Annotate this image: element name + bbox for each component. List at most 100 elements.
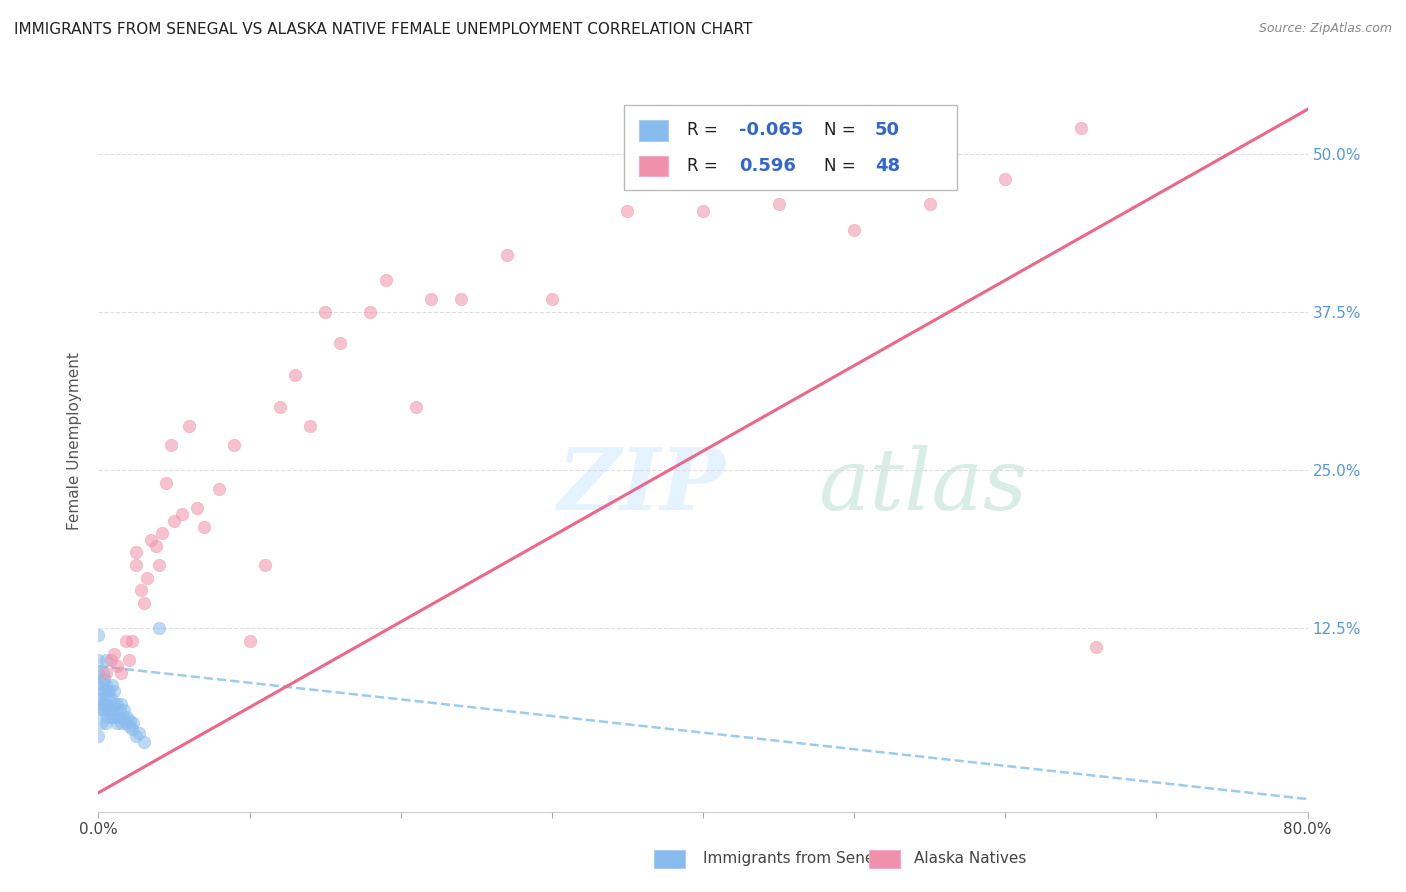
Text: Source: ZipAtlas.com: Source: ZipAtlas.com [1258, 22, 1392, 36]
Point [94, 690, 117, 705]
FancyBboxPatch shape [624, 104, 957, 190]
Text: N =: N = [824, 121, 860, 139]
Point [299, 418, 322, 433]
Bar [869, 850, 900, 868]
Point [107, 710, 129, 724]
Point [103, 647, 125, 661]
Point [91, 665, 114, 680]
Point [93, 697, 115, 711]
Point [844, 222, 866, 236]
Point [93, 684, 115, 698]
Point [186, 500, 208, 515]
Point [100, 710, 122, 724]
Point [105, 716, 128, 731]
Point [122, 716, 145, 731]
Point [329, 336, 352, 351]
Point [692, 203, 714, 218]
Point [110, 716, 132, 731]
Text: atlas: atlas [818, 444, 1026, 527]
Text: ZIP: ZIP [558, 444, 725, 528]
Point [405, 400, 427, 414]
Point [145, 539, 167, 553]
Point [128, 726, 150, 740]
Point [103, 710, 125, 724]
Point [121, 633, 143, 648]
Point [90, 690, 112, 705]
Point [179, 418, 201, 433]
Point [118, 653, 141, 667]
Point [129, 583, 152, 598]
Point [111, 710, 134, 724]
Point [170, 508, 193, 522]
Text: 48: 48 [875, 157, 900, 175]
Point [114, 633, 136, 648]
Point [94, 703, 117, 717]
Point [103, 697, 125, 711]
Point [125, 558, 148, 572]
Point [253, 558, 276, 572]
Point [994, 172, 1017, 186]
Point [94, 716, 117, 731]
Point [121, 723, 143, 737]
Point [110, 697, 132, 711]
Point [87, 678, 110, 692]
Point [132, 735, 155, 749]
Point [148, 558, 170, 572]
Point [540, 292, 562, 306]
Point [150, 526, 173, 541]
Text: -0.065: -0.065 [740, 121, 804, 139]
Point [450, 292, 472, 306]
Text: N =: N = [824, 157, 860, 175]
Point [87, 690, 110, 705]
Point [125, 545, 148, 559]
Point [87, 627, 110, 641]
Point [314, 305, 336, 319]
Text: 0.596: 0.596 [740, 157, 796, 175]
Point [96, 684, 118, 698]
Text: R =: R = [688, 121, 723, 139]
Text: Immigrants from Senegal: Immigrants from Senegal [703, 851, 898, 865]
Bar [654, 850, 685, 868]
Point [224, 438, 246, 452]
Point [114, 716, 136, 731]
Point [87, 665, 110, 680]
Point [87, 729, 110, 743]
Point [768, 197, 790, 211]
Point [105, 697, 128, 711]
Point [94, 665, 117, 680]
Point [160, 438, 183, 452]
Point [120, 714, 142, 728]
Text: Alaska Natives: Alaska Natives [914, 851, 1026, 865]
Point [87, 703, 110, 717]
Point [91, 678, 114, 692]
Point [163, 514, 186, 528]
Point [132, 596, 155, 610]
FancyBboxPatch shape [638, 120, 668, 141]
Point [112, 703, 135, 717]
Point [360, 305, 382, 319]
Point [1085, 640, 1108, 655]
Point [101, 703, 124, 717]
Point [98, 703, 121, 717]
Point [110, 665, 132, 680]
Text: 50: 50 [875, 121, 900, 139]
Point [420, 292, 443, 306]
Point [100, 653, 122, 667]
Text: IMMIGRANTS FROM SENEGAL VS ALASKA NATIVE FEMALE UNEMPLOYMENT CORRELATION CHART: IMMIGRANTS FROM SENEGAL VS ALASKA NATIVE… [14, 22, 752, 37]
Point [91, 703, 114, 717]
Point [94, 678, 117, 692]
Point [103, 684, 125, 698]
Point [96, 710, 118, 724]
Point [918, 197, 941, 211]
Point [495, 248, 517, 262]
Point [118, 719, 141, 733]
Point [125, 729, 148, 743]
Point [208, 482, 231, 496]
Point [105, 659, 128, 673]
Point [100, 690, 122, 705]
Point [96, 697, 118, 711]
Point [135, 571, 157, 585]
FancyBboxPatch shape [638, 155, 668, 177]
Point [374, 273, 396, 287]
Point [93, 672, 115, 686]
